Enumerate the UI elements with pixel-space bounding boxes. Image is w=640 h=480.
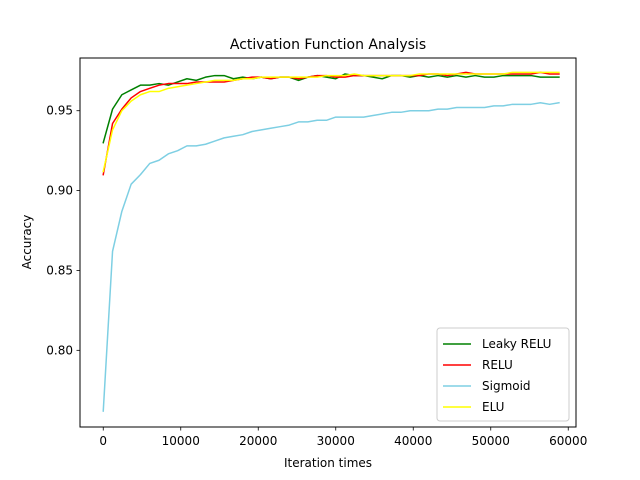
y-axis: 0.80 0.85 0.90 0.95 (46, 104, 80, 357)
x-tick-label: 40000 (394, 434, 432, 448)
series-line-2 (102, 101, 560, 412)
x-tick-label: 10000 (162, 434, 200, 448)
y-tick-label: 0.85 (46, 263, 73, 277)
x-tick-label: 30000 (317, 434, 355, 448)
series-line-0 (102, 73, 560, 144)
legend: Leaky RELU RELU Sigmoid ELU (436, 327, 570, 422)
x-tick-label: 0 (99, 434, 107, 448)
legend-label-3: ELU (482, 400, 504, 414)
y-tick-label: 0.95 (46, 104, 73, 118)
x-axis-label: Iteration times (284, 456, 372, 470)
legend-label-0: Leaky RELU (482, 337, 551, 351)
x-tick-label: 50000 (472, 434, 510, 448)
series-line-3 (102, 71, 560, 173)
x-tick-label: 60000 (549, 434, 587, 448)
y-tick-label: 0.90 (46, 184, 73, 198)
plot-frame (79, 57, 577, 428)
y-tick-label: 0.80 (46, 343, 73, 357)
series-layer (102, 71, 560, 412)
chart-title: Activation Function Analysis (230, 37, 426, 53)
legend-label-1: RELU (482, 358, 513, 372)
x-tick-label: 20000 (239, 434, 277, 448)
x-axis: 0 10000 20000 30000 40000 50000 60000 (99, 427, 587, 448)
legend-box (436, 327, 570, 422)
y-axis-label: Accuracy (20, 215, 34, 270)
legend-label-2: Sigmoid (482, 379, 531, 393)
